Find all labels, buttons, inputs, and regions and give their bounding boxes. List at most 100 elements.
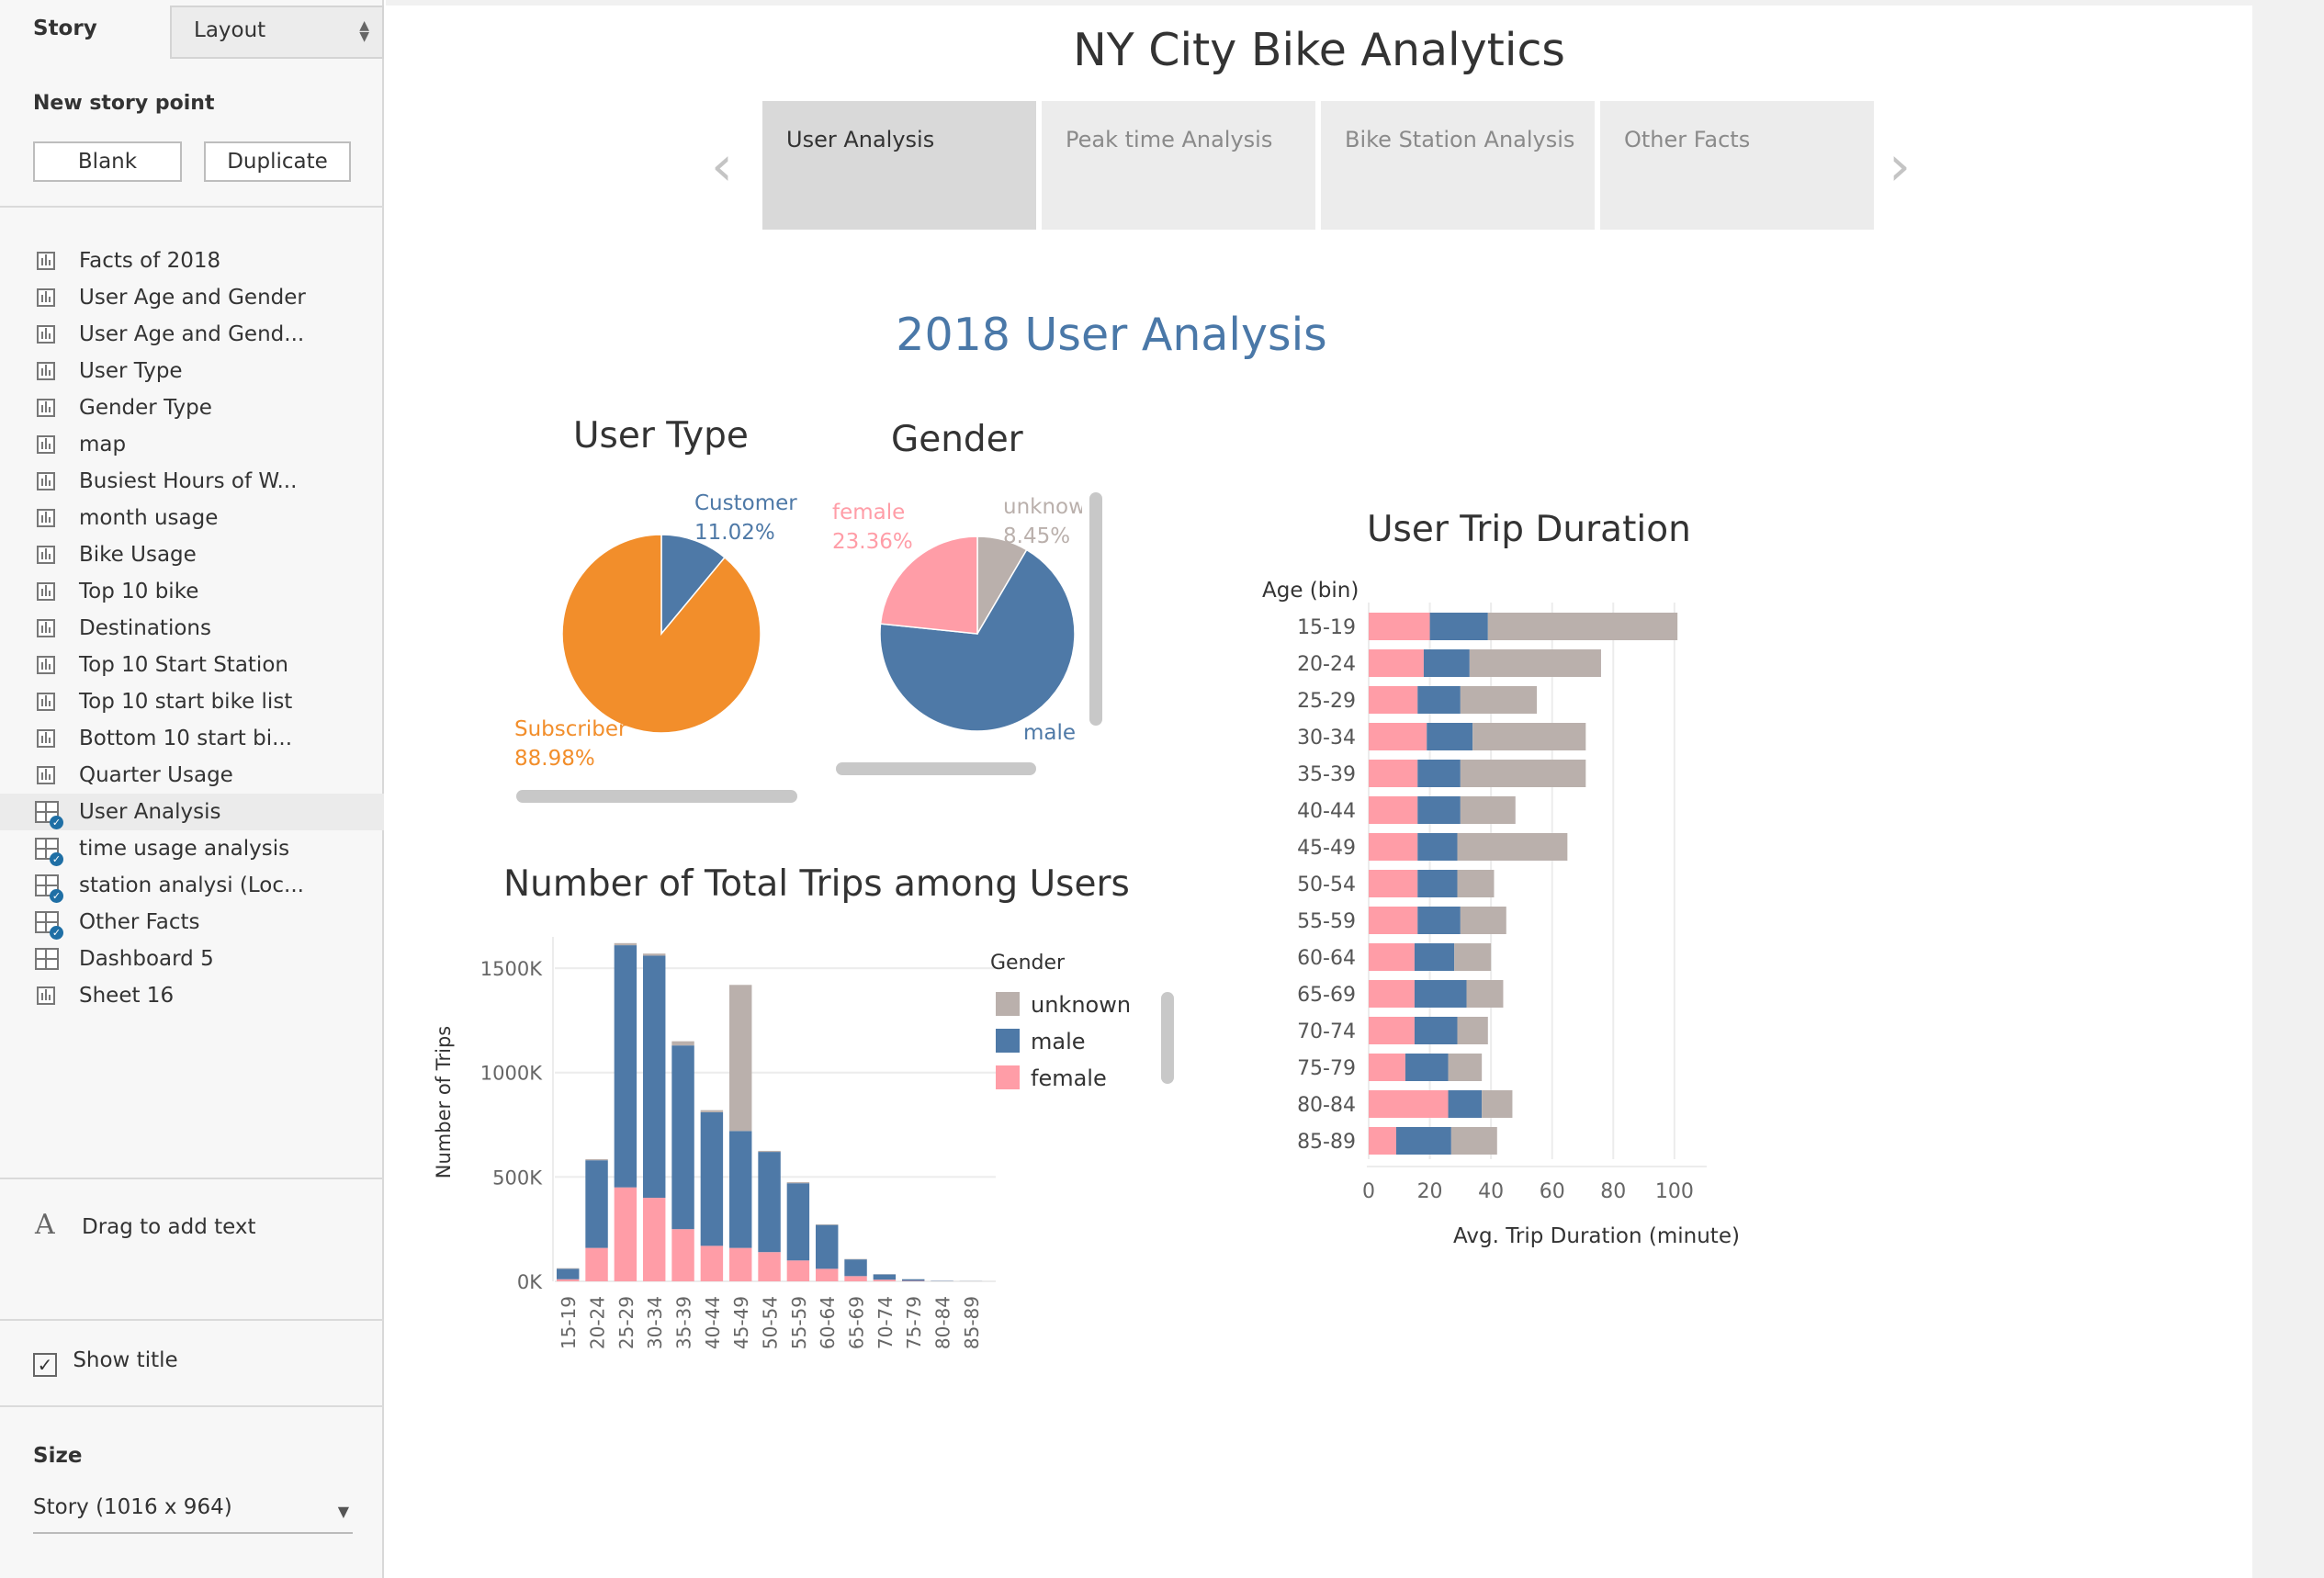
trips-bar-male[interactable] — [786, 1183, 810, 1261]
horizontal-scrollbar[interactable] — [516, 790, 797, 803]
trips-bar-female[interactable] — [643, 1198, 666, 1281]
story-point-peak-time[interactable]: Peak time Analysis — [1042, 101, 1315, 230]
duration-bar-male[interactable] — [1414, 1017, 1458, 1044]
trips-bar-unknown[interactable] — [614, 942, 637, 946]
sheet-list-item[interactable]: Dashboard 5 — [0, 941, 384, 977]
trips-bar-unknown[interactable] — [671, 1041, 694, 1046]
legend-scrollbar[interactable] — [1161, 992, 1174, 1084]
sheet-list-item[interactable]: User Type — [0, 353, 384, 389]
trips-bar-male[interactable] — [557, 1268, 580, 1279]
pie-slice-female[interactable] — [879, 535, 978, 635]
trips-bar-unknown[interactable] — [758, 1150, 781, 1153]
duration-bar-unknown[interactable] — [1448, 1054, 1483, 1081]
sheet-list-item[interactable]: User Age and Gender — [0, 279, 384, 316]
trips-bar-male[interactable] — [643, 955, 666, 1199]
trips-bar-unknown[interactable] — [585, 1159, 608, 1161]
duration-bar-unknown[interactable] — [1466, 980, 1504, 1008]
duration-bar-female[interactable] — [1369, 649, 1424, 677]
trips-bar-male[interactable] — [816, 1224, 839, 1269]
duration-bar-male[interactable] — [1429, 613, 1488, 640]
show-title-toggle[interactable]: ✓ Show title — [33, 1348, 178, 1377]
pie-slice-male[interactable] — [879, 548, 1076, 732]
trips-bar-male[interactable] — [614, 945, 637, 1188]
duration-bar-unknown[interactable] — [1469, 649, 1601, 677]
duration-bar-male[interactable] — [1414, 943, 1455, 971]
sheet-list-item[interactable]: month usage — [0, 500, 384, 536]
duration-bar-male[interactable] — [1395, 1127, 1451, 1155]
duration-bar-female[interactable] — [1369, 760, 1418, 787]
duration-bar-male[interactable] — [1448, 1090, 1483, 1118]
sheet-list-item[interactable]: ✓ User Analysis — [0, 794, 384, 830]
duration-bar-male[interactable] — [1423, 649, 1470, 677]
duration-bar-male[interactable] — [1414, 980, 1467, 1008]
drag-text-object[interactable]: A Drag to add text — [35, 1209, 256, 1241]
trips-bar-female[interactable] — [700, 1245, 724, 1281]
duration-bar-male[interactable] — [1417, 833, 1458, 861]
duration-bar-male[interactable] — [1417, 907, 1461, 934]
duration-bar-male[interactable] — [1417, 760, 1461, 787]
trips-bar-unknown[interactable] — [729, 985, 752, 1132]
user-type-pie[interactable] — [551, 524, 772, 744]
chevron-right-icon[interactable]: › — [1889, 134, 1911, 198]
duration-bar-male[interactable] — [1417, 796, 1461, 824]
trips-bar-male[interactable] — [902, 1279, 925, 1281]
trips-bar-female[interactable] — [671, 1229, 694, 1281]
trips-bar-female[interactable] — [614, 1187, 637, 1281]
duration-bar-unknown[interactable] — [1472, 723, 1586, 750]
sheet-list-item[interactable]: Bike Usage — [0, 536, 384, 573]
trips-bar-unknown[interactable] — [643, 953, 666, 956]
duration-bar-female[interactable] — [1369, 613, 1430, 640]
duration-bar-female[interactable] — [1369, 686, 1418, 714]
sheet-list-item[interactable]: ✓ Other Facts — [0, 904, 384, 941]
sheet-list-item[interactable]: ✓ time usage analysis — [0, 830, 384, 867]
sheet-list-item[interactable]: User Age and Gend... — [0, 316, 384, 353]
sheet-list-item[interactable]: Destinations — [0, 610, 384, 647]
trips-bar-male[interactable] — [729, 1131, 752, 1248]
trips-bar-unknown[interactable] — [816, 1223, 839, 1225]
duration-bar-unknown[interactable] — [1487, 613, 1678, 640]
trips-bar-unknown[interactable] — [786, 1182, 810, 1184]
duration-bar-unknown[interactable] — [1457, 1017, 1488, 1044]
duration-bar-male[interactable] — [1405, 1054, 1449, 1081]
duration-bar-unknown[interactable] — [1457, 833, 1568, 861]
trips-bar-female[interactable] — [729, 1247, 752, 1281]
sheet-list-item[interactable]: map — [0, 426, 384, 463]
duration-bar-unknown[interactable] — [1460, 907, 1506, 934]
sheet-list-item[interactable]: Bottom 10 start bi... — [0, 720, 384, 757]
trips-bar-female[interactable] — [786, 1260, 810, 1281]
horizontal-scrollbar[interactable] — [836, 762, 1036, 775]
tab-layout[interactable]: Layout ▲ ▼ — [170, 6, 384, 59]
blank-button[interactable]: Blank — [33, 141, 182, 182]
trips-bar-female[interactable] — [585, 1247, 608, 1281]
chevron-left-icon[interactable]: ‹ — [711, 134, 733, 198]
story-point-user-analysis[interactable]: User Analysis — [762, 101, 1036, 230]
duration-bar-unknown[interactable] — [1482, 1090, 1513, 1118]
duration-bar-female[interactable] — [1369, 723, 1427, 750]
duration-bar-male[interactable] — [1427, 723, 1473, 750]
duration-bar-female[interactable] — [1369, 980, 1415, 1008]
trips-bar-female[interactable] — [873, 1279, 897, 1281]
duration-bar-male[interactable] — [1417, 870, 1458, 897]
show-title-checkbox[interactable]: ✓ — [33, 1353, 57, 1377]
story-point-other-facts[interactable]: Other Facts — [1600, 101, 1874, 230]
trips-bar-unknown[interactable] — [557, 1268, 580, 1269]
trips-bar-male[interactable] — [844, 1259, 867, 1277]
sheet-list-item[interactable]: Top 10 bike — [0, 573, 384, 610]
sheet-list-item[interactable]: Facts of 2018 — [0, 242, 384, 279]
trips-bar-male[interactable] — [758, 1152, 781, 1253]
gender-pie[interactable] — [873, 529, 1082, 738]
duration-bar-female[interactable] — [1369, 907, 1418, 934]
trips-bar-male[interactable] — [873, 1274, 897, 1280]
trips-bar-male[interactable] — [700, 1111, 724, 1246]
duration-bar-unknown[interactable] — [1460, 686, 1538, 714]
sheet-list-item[interactable]: Sheet 16 — [0, 977, 384, 1014]
duration-bar-female[interactable] — [1369, 833, 1418, 861]
trips-bar-female[interactable] — [758, 1252, 781, 1281]
trips-bar-male[interactable] — [671, 1045, 694, 1230]
duration-bar-female[interactable] — [1369, 943, 1415, 971]
trips-bar-female[interactable] — [557, 1279, 580, 1281]
pie-slice-subscriber[interactable] — [561, 534, 762, 734]
story-point-bike-station[interactable]: Bike Station Analysis — [1321, 101, 1595, 230]
sheet-list-item[interactable]: ✓ station analysi (Loc... — [0, 867, 384, 904]
trips-bar-female[interactable] — [844, 1276, 867, 1281]
